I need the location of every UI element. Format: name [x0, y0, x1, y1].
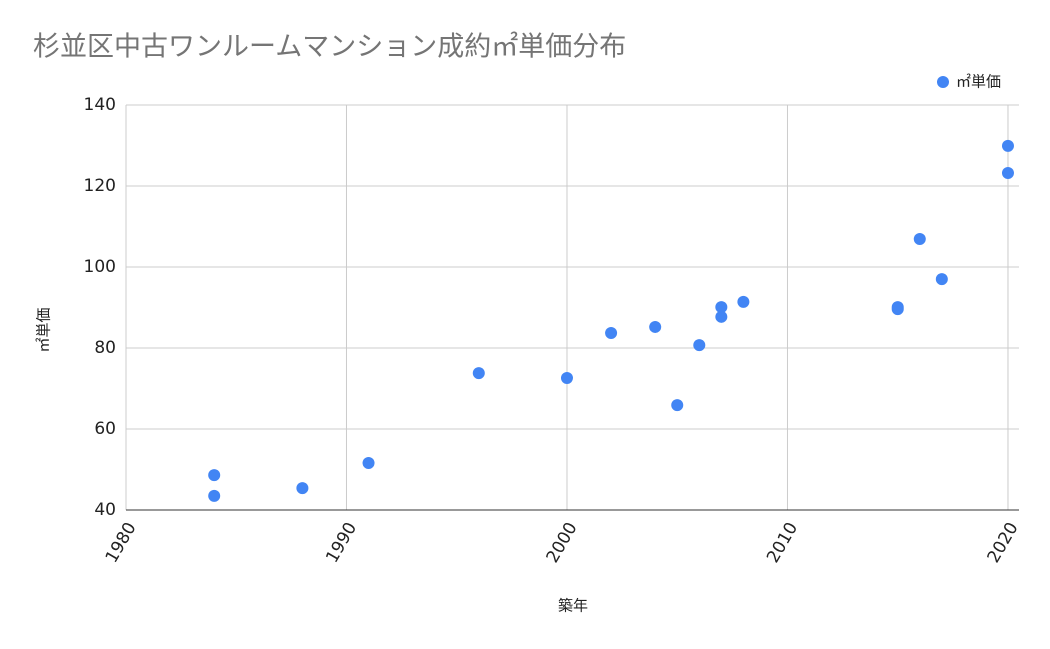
point	[1001, 167, 1014, 180]
chart-title: 杉並区中古ワンルームマンション成約㎡単価分布	[33, 32, 626, 63]
point	[1001, 139, 1014, 152]
point	[362, 457, 375, 470]
point	[649, 320, 662, 333]
point	[913, 233, 926, 246]
y-tick-label: 140	[84, 95, 116, 115]
point	[715, 310, 728, 323]
y-tick-label: 120	[84, 176, 116, 196]
point	[693, 339, 706, 352]
point	[560, 371, 573, 384]
y-tick-label: 60	[94, 419, 116, 439]
y-tick-label: 100	[84, 257, 116, 277]
point	[605, 327, 618, 340]
point	[737, 295, 750, 308]
point	[891, 303, 904, 316]
point	[472, 367, 485, 380]
point	[715, 301, 728, 314]
y-tick-label: 80	[94, 338, 116, 358]
legend-label: ㎡単価	[956, 73, 1001, 91]
legend-marker	[937, 76, 949, 88]
y-tick-label: 40	[94, 500, 116, 520]
point	[208, 489, 221, 502]
point	[935, 273, 948, 286]
point	[671, 399, 684, 412]
y-axis-label: ㎡単価	[35, 307, 53, 352]
point	[296, 482, 309, 495]
x-axis-label: 築年	[558, 597, 588, 615]
point	[208, 469, 221, 482]
